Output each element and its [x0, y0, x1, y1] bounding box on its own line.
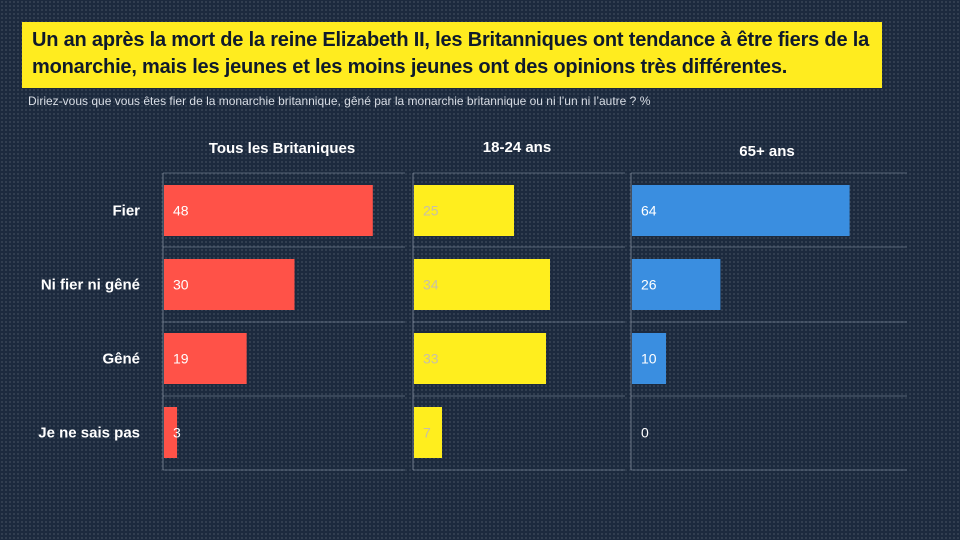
bar-value-label: 64: [641, 203, 657, 219]
bar-value-label: 34: [423, 277, 439, 293]
category-label: Je ne sais pas: [38, 425, 140, 442]
bar: [414, 333, 546, 384]
bar-value-label: 48: [173, 203, 189, 219]
chart-title: Un an après la mort de la reine Elizabet…: [32, 29, 870, 78]
bar-value-label: 0: [641, 425, 649, 441]
bar-value-label: 33: [423, 351, 439, 367]
bar: [632, 185, 850, 236]
bar-value-label: 7: [423, 425, 431, 441]
bar: [632, 333, 666, 384]
chart-subtitle: Diriez-vous que vous êtes fier de la mon…: [28, 94, 651, 108]
bar-value-label: 30: [173, 277, 189, 293]
bar: [632, 259, 721, 310]
bar: [164, 407, 178, 458]
bar-value-label: 19: [173, 351, 189, 367]
bar-value-label: 25: [423, 203, 439, 219]
bar: [164, 185, 373, 236]
bar: [414, 259, 550, 310]
bar-value-label: 26: [641, 277, 657, 293]
bar: [414, 407, 442, 458]
bar: [164, 333, 247, 384]
bar-value-label: 3: [173, 425, 181, 441]
category-label: Gêné: [102, 351, 140, 368]
panel-title: 18-24 ans: [483, 139, 551, 156]
bar: [414, 185, 514, 236]
title-banner: Un an après la mort de la reine Elizabet…: [22, 22, 882, 88]
bar: [164, 259, 295, 310]
category-label: Fier: [112, 203, 140, 220]
panel-title: Tous les Britaniques: [209, 140, 355, 157]
bar-value-label: 10: [641, 351, 657, 367]
category-label: Ni fier ni gêné: [41, 277, 140, 294]
panel-title: 65+ ans: [739, 143, 794, 160]
